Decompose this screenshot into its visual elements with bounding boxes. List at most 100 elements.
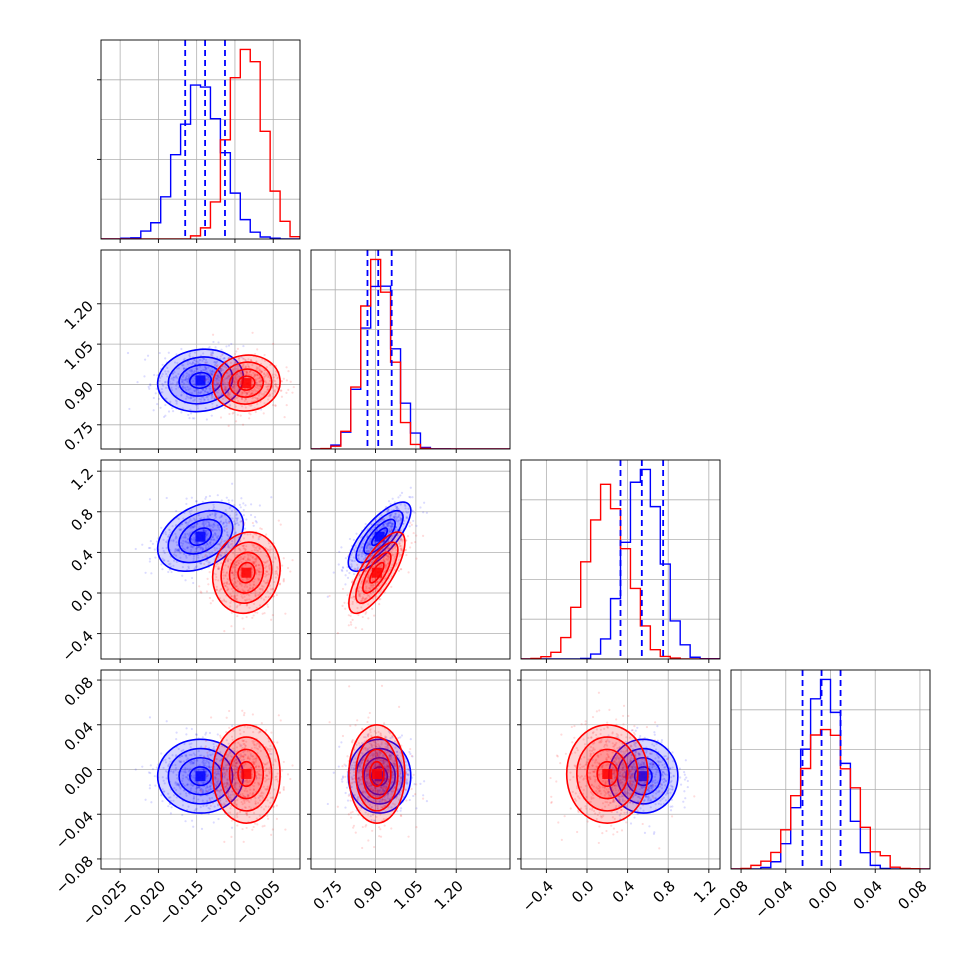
scatter-point	[210, 373, 213, 376]
scatter-point	[218, 567, 221, 570]
scatter-point	[205, 378, 208, 381]
scatter-point	[365, 587, 368, 590]
scatter-point	[264, 375, 267, 378]
scatter-point	[204, 365, 207, 368]
scatter-point	[270, 752, 273, 756]
scatter-point	[161, 383, 164, 386]
scatter-point	[258, 587, 261, 591]
scatter-point	[225, 572, 228, 575]
scatter-point	[203, 520, 206, 523]
scatter-point	[345, 569, 349, 572]
scatter-point	[225, 582, 229, 585]
scatter-point	[215, 365, 218, 368]
scatter-point	[203, 369, 206, 372]
scatter-point	[221, 383, 224, 386]
scatter-point	[414, 540, 417, 544]
scatter-point	[160, 526, 163, 529]
scatter-point	[377, 553, 380, 556]
scatter-point	[199, 391, 202, 394]
scatter-point	[223, 529, 226, 533]
scatter-point	[240, 497, 243, 500]
scatter-point	[242, 373, 245, 376]
scatter-point	[376, 561, 379, 564]
scatter-point	[390, 522, 393, 525]
scatter-point	[181, 813, 184, 817]
scatter-point	[265, 381, 268, 385]
scatter-point	[387, 509, 390, 512]
scatter-point	[374, 590, 377, 593]
scatter-point	[230, 579, 233, 582]
scatter-point	[198, 359, 201, 362]
scatter-point	[241, 391, 244, 394]
scatter-point	[349, 614, 352, 617]
scatter-point	[214, 578, 217, 581]
scatter-point	[159, 406, 162, 409]
contour-line	[355, 509, 404, 564]
scatter-point	[204, 544, 208, 547]
scatter-point	[369, 548, 372, 552]
scatter-point	[356, 606, 359, 610]
scatter-point	[232, 386, 235, 389]
histogram-red	[521, 483, 720, 659]
scatter-point	[201, 500, 204, 504]
scatter-point	[346, 576, 350, 580]
scatter-point	[208, 766, 211, 769]
scatter-point	[359, 595, 362, 598]
scatter-point	[217, 381, 220, 385]
scatter-point	[189, 767, 192, 770]
scatter-point	[219, 541, 222, 544]
scatter-point	[193, 523, 196, 526]
scatter-point	[192, 581, 195, 585]
scatter-point	[199, 370, 203, 373]
scatter-point	[403, 519, 406, 522]
scatter-point	[253, 373, 256, 376]
scatter-point	[255, 776, 258, 780]
scatter-point	[188, 753, 191, 756]
scatter-point	[243, 391, 246, 394]
scatter-point	[193, 358, 196, 361]
scatter-point	[252, 545, 255, 548]
scatter-point	[191, 762, 194, 765]
scatter-point	[366, 546, 369, 550]
scatter-point	[274, 380, 277, 383]
scatter-point	[226, 376, 229, 379]
scatter-point	[395, 563, 398, 567]
scatter-point	[364, 589, 367, 592]
scatter-point	[161, 788, 164, 791]
scatter-point	[170, 389, 173, 392]
scatter-point	[211, 373, 215, 376]
scatter-point	[341, 587, 345, 591]
scatter-point	[399, 494, 402, 497]
scatter-point	[211, 352, 214, 355]
scatter-point	[167, 535, 170, 538]
scatter-point	[237, 559, 240, 562]
scatter-point	[183, 378, 186, 381]
scatter-point	[217, 767, 220, 770]
scatter-point	[262, 392, 266, 395]
scatter-point	[260, 380, 263, 383]
scatter-point	[217, 565, 220, 569]
scatter-point	[270, 618, 273, 621]
scatter-point	[391, 523, 394, 526]
scatter-point	[195, 541, 199, 544]
scatter-point	[359, 536, 363, 539]
scatter-point	[242, 357, 246, 361]
scatter-point	[180, 749, 183, 753]
scatter-point	[184, 376, 188, 379]
scatter-point	[209, 788, 212, 791]
scatter-point	[202, 755, 206, 758]
scatter-point	[231, 545, 234, 548]
scatter-point	[264, 575, 267, 578]
scatter-point	[255, 360, 258, 363]
scatter-point	[225, 366, 228, 369]
scatter-point	[272, 376, 275, 379]
scatter-point	[408, 495, 411, 499]
scatter-point	[241, 544, 244, 547]
scatter-point	[195, 367, 198, 370]
scatter-point	[164, 540, 168, 544]
scatter-point	[239, 520, 242, 523]
scatter-point	[255, 573, 258, 576]
scatter-point	[354, 568, 357, 571]
scatter-point	[415, 807, 418, 810]
scatter-point	[210, 397, 213, 400]
